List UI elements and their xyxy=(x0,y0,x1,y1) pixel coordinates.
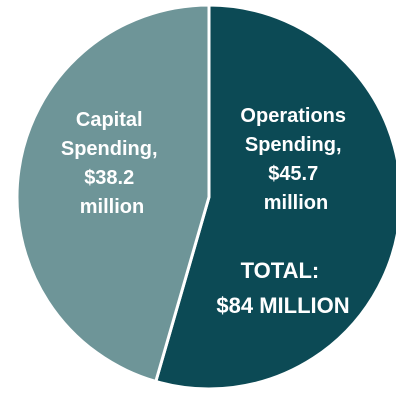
operations-slice xyxy=(154,3,396,391)
total-label-line: $84 MILLION xyxy=(216,293,349,318)
capital-label-line: Capital xyxy=(76,109,143,131)
operations-label-line: Operations xyxy=(240,105,346,127)
operations-label-line: million xyxy=(264,192,328,214)
operations-label: Operations Spending, $45.7 million xyxy=(240,105,351,214)
capital-label: Capital Spending, $38.2 million xyxy=(61,109,163,218)
total-label-line: TOTAL: xyxy=(241,258,320,283)
operations-label-line: $45.7 xyxy=(268,163,318,185)
capital-label-line: $38.2 xyxy=(84,167,134,189)
capital-label-line: million xyxy=(80,196,144,218)
total-label: TOTAL: $84 MILLION xyxy=(216,258,349,318)
operations-label-line: Spending, xyxy=(245,134,342,156)
capital-label-line: Spending, xyxy=(61,138,158,160)
capital-slice xyxy=(15,3,211,383)
slices-layer xyxy=(15,3,396,391)
